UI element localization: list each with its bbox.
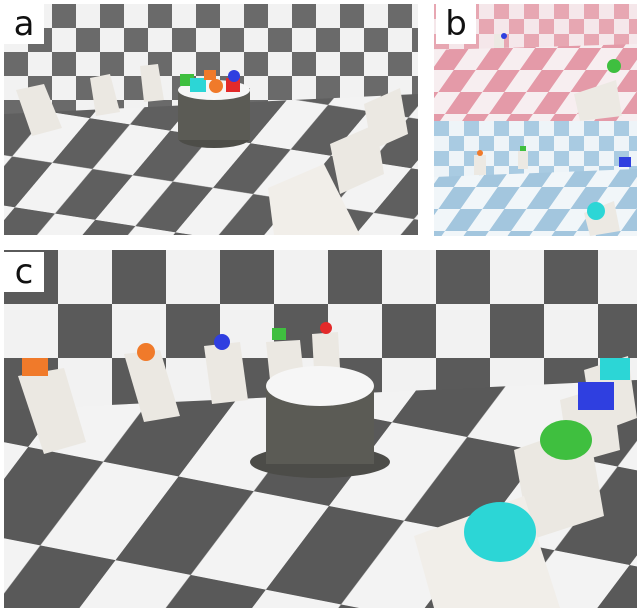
blue-ball — [228, 70, 240, 82]
pedestal — [494, 34, 504, 48]
cylinder-top — [266, 366, 374, 406]
cyan-cube — [190, 78, 206, 92]
red-cube — [226, 78, 240, 92]
panel-b-top-scene — [434, 4, 637, 121]
green-ball — [540, 420, 592, 460]
orange-cube — [22, 358, 48, 376]
pedestal — [124, 350, 180, 422]
pedestal — [18, 368, 86, 454]
blue-ball — [214, 334, 230, 350]
cyan-cube — [600, 358, 630, 380]
panel-b-bottom-scene — [434, 121, 637, 236]
cyan-ball — [587, 202, 605, 220]
panel-b-label: b — [436, 4, 476, 44]
green-ball — [607, 59, 621, 73]
blue-cube — [578, 382, 614, 410]
orange-ball — [477, 150, 483, 156]
pedestal — [204, 342, 248, 404]
panel-a-scene — [4, 4, 418, 235]
pedestal — [312, 332, 340, 370]
orange-cube — [204, 70, 216, 80]
pedestal — [90, 74, 120, 116]
pedestal — [16, 84, 62, 136]
pedestal — [474, 155, 486, 175]
pedestal — [268, 164, 360, 235]
pedestal — [574, 80, 622, 121]
pedestal — [330, 124, 384, 194]
panel-b-bottom-image — [434, 121, 637, 236]
pedestal — [140, 64, 164, 102]
pedestal — [518, 151, 528, 169]
blue-ball — [501, 33, 507, 39]
panel-c-image — [4, 250, 637, 608]
green-cube — [520, 146, 526, 151]
orange-ball — [209, 79, 223, 93]
cyan-ball — [464, 502, 536, 562]
red-ball — [320, 322, 332, 334]
panel-c-label: c — [4, 252, 44, 292]
orange-ball — [137, 343, 155, 361]
blue-cube — [619, 157, 631, 167]
panel-a-image — [4, 4, 418, 235]
panel-a-label: a — [4, 4, 44, 44]
green-cube — [272, 328, 286, 340]
pedestal — [364, 88, 408, 150]
panel-c-scene — [4, 250, 637, 608]
panel-b-top-image — [434, 4, 637, 121]
